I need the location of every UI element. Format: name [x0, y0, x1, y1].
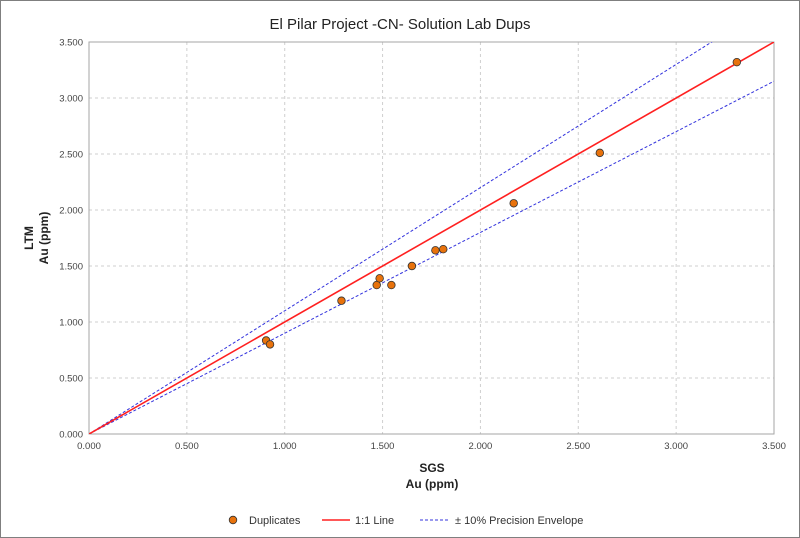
duplicate-point-6 — [407, 261, 417, 271]
x-tick-label-7: 3.500 — [762, 441, 786, 452]
y-axis-label-line2: Au (ppm) — [37, 212, 51, 265]
legend-duplicates-label: Duplicates — [249, 515, 301, 527]
duplicate-point-7 — [431, 246, 440, 255]
legend-duplicates-marker — [228, 515, 238, 525]
y-tick-label-2: 1.000 — [59, 318, 83, 329]
duplicate-point-5 — [387, 280, 396, 290]
y-axis-label-line1: LTM — [22, 226, 36, 250]
y-tick-label-3: 1.500 — [59, 262, 83, 273]
one-to-one-line — [89, 42, 774, 434]
x-tick-label-1: 0.500 — [175, 441, 199, 452]
plot-axes — [88, 41, 775, 435]
duplicate-point-9 — [509, 199, 518, 208]
precision-envelope-line-lower — [89, 80, 774, 434]
duplicate-point-8 — [439, 244, 448, 254]
duplicate-point-11 — [732, 57, 742, 67]
y-tick-label-0: 0.000 — [59, 430, 83, 441]
duplicate-point-10 — [595, 148, 605, 158]
grid-lines — [89, 42, 774, 434]
y-tick-label-7: 3.500 — [59, 38, 83, 49]
plot-area-border — [88, 41, 775, 435]
x-tick-label-4: 2.000 — [469, 441, 493, 452]
duplicate-point-1 — [265, 340, 275, 349]
x-tick-label-3: 1.500 — [371, 441, 395, 452]
precision-envelope-line-upper — [89, 42, 713, 434]
chart-title: El Pilar Project -CN- Solution Lab Dups — [270, 16, 531, 33]
legend: Duplicates 1:1 Line ± 10% Precision Enve… — [228, 515, 583, 527]
x-tick-label-6: 3.000 — [664, 441, 688, 452]
x-axis-label-line1: SGS — [419, 461, 444, 475]
y-tick-label-4: 2.000 — [59, 206, 83, 217]
duplicate-point-2 — [337, 296, 346, 305]
duplicate-points — [261, 57, 742, 349]
y-tick-label-1: 0.500 — [59, 374, 83, 385]
reference-lines — [89, 42, 774, 434]
x-axis-label-line2: Au (ppm) — [406, 477, 459, 491]
x-tick-label-5: 2.500 — [566, 441, 590, 452]
duplicate-point-4 — [375, 274, 384, 283]
x-tick-label-0: 0.000 — [77, 441, 101, 452]
legend-envelope-label: ± 10% Precision Envelope — [455, 515, 583, 527]
y-axis-ticks: 0.000 0.500 1.000 1.500 2.000 2.500 3.000 3.500 — [59, 38, 83, 441]
y-tick-label-5: 2.500 — [59, 150, 83, 161]
y-tick-label-6: 3.000 — [59, 94, 83, 105]
x-tick-label-2: 1.000 — [273, 441, 297, 452]
x-axis-ticks: 0.000 0.500 1.000 1.500 2.000 2.500 3.000 3.500 — [77, 441, 786, 452]
legend-1to1-label: 1:1 Line — [355, 515, 394, 527]
